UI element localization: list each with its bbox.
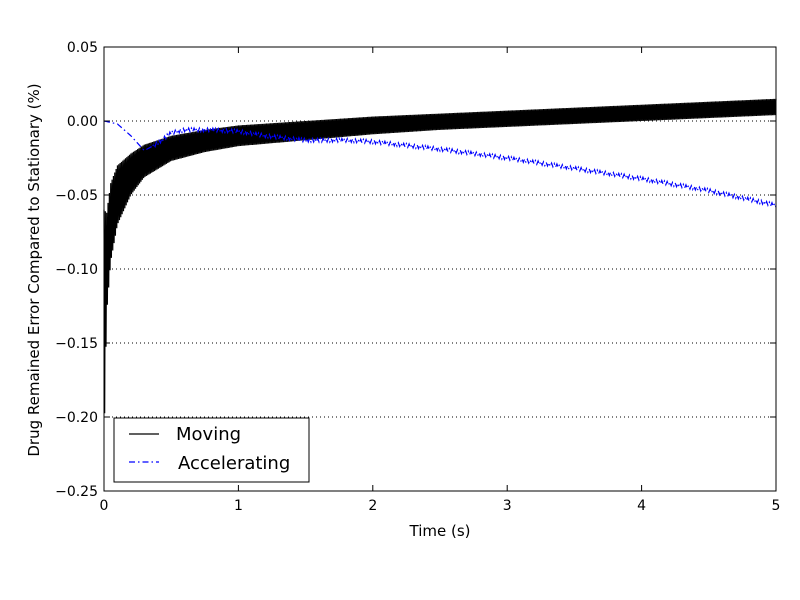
series-accelerating-line (103, 120, 777, 209)
x-tick-label: 1 (234, 498, 243, 514)
x-tick-label: 5 (772, 498, 781, 514)
legend-label-moving: Moving (176, 424, 241, 445)
legend-box (113, 417, 310, 483)
x-tick-label: 0 (100, 498, 109, 514)
x-tick-label: 3 (503, 498, 512, 514)
y-tick-label: −0.10 (55, 262, 98, 278)
x-tick-label: 2 (368, 498, 377, 514)
series-moving-line (103, 98, 777, 414)
x-tick-label: 4 (637, 498, 646, 514)
y-axis-ticks: 0.05 0.00 −0.05 −0.10 −0.15 −0.20 −0.25 (55, 40, 776, 500)
grid-lines (104, 120, 776, 418)
x-axis-label: Time (s) (409, 522, 471, 540)
y-tick-label: −0.15 (55, 336, 98, 352)
series-layer (103, 98, 777, 414)
y-tick-label: −0.05 (55, 188, 98, 204)
x-axis-ticks: 0 1 2 3 4 5 (100, 47, 781, 514)
y-axis-label: Drug Remained Error Compared to Stationa… (25, 83, 43, 456)
y-tick-label: 0.05 (67, 40, 98, 56)
y-tick-label: 0.00 (67, 114, 98, 130)
y-tick-label: −0.25 (55, 484, 98, 500)
legend-label-accelerating: Accelerating (178, 453, 290, 474)
y-tick-label: −0.20 (55, 410, 98, 426)
legend: Moving Accelerating (113, 417, 310, 483)
